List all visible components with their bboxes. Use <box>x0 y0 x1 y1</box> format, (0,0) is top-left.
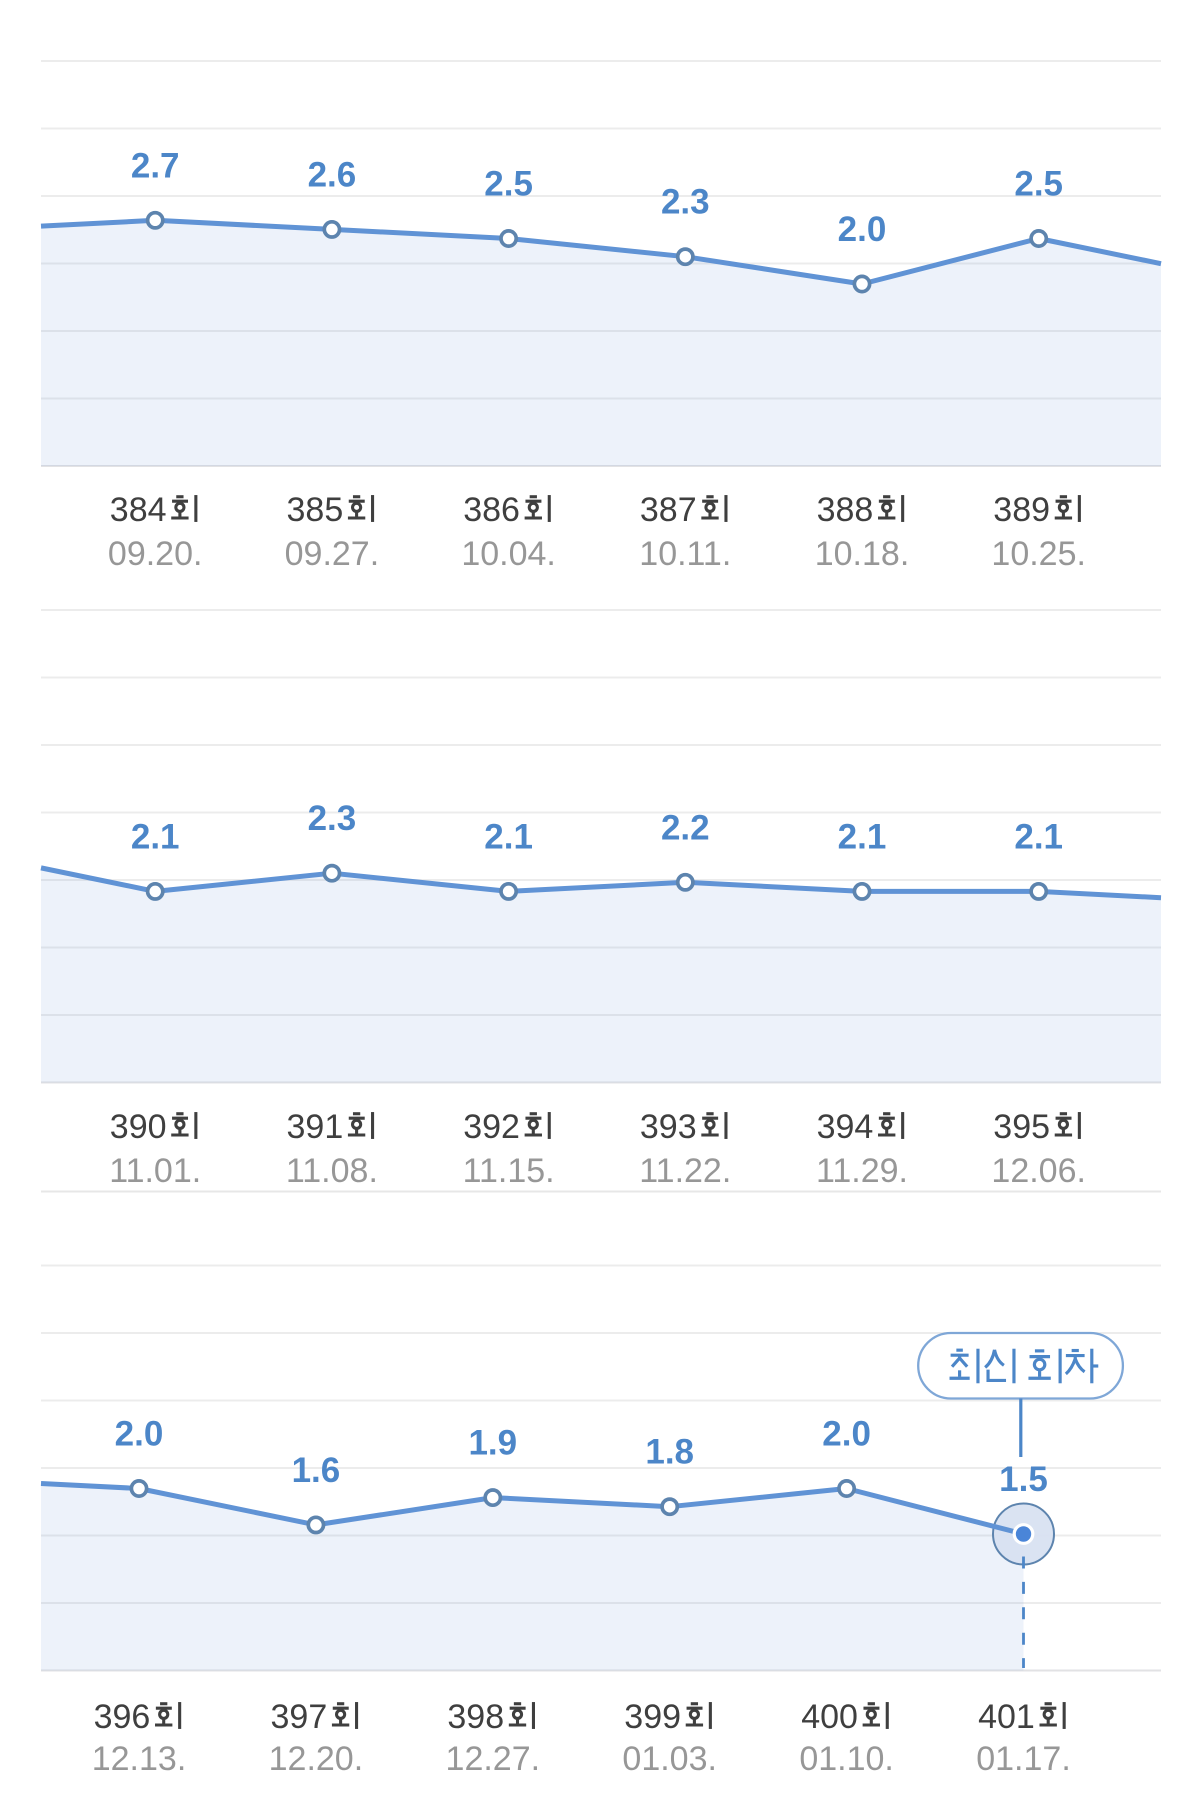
svg-text:09.20.: 09.20. <box>108 535 203 573</box>
svg-text:2.1: 2.1 <box>1014 817 1063 856</box>
svg-text:1.9: 1.9 <box>468 1424 517 1463</box>
svg-text:1.5: 1.5 <box>999 1460 1048 1499</box>
svg-text:399: 399 <box>624 1698 681 1736</box>
svg-text:2.0: 2.0 <box>822 1415 871 1454</box>
svg-text:385: 385 <box>287 491 344 529</box>
svg-text:12.20.: 12.20. <box>269 1740 364 1778</box>
svg-text:11.29.: 11.29. <box>816 1152 908 1190</box>
svg-text:2.3: 2.3 <box>661 183 710 222</box>
svg-text:10.04.: 10.04. <box>461 535 556 573</box>
svg-text:11.22.: 11.22. <box>639 1152 731 1190</box>
svg-text:396: 396 <box>94 1698 151 1736</box>
svg-text:401: 401 <box>978 1698 1035 1736</box>
svg-text:2.1: 2.1 <box>484 817 533 856</box>
svg-text:394: 394 <box>817 1108 874 1146</box>
svg-text:388: 388 <box>817 491 874 529</box>
svg-text:10.25.: 10.25. <box>991 535 1086 573</box>
svg-text:2.1: 2.1 <box>838 817 887 856</box>
svg-text:400: 400 <box>801 1698 858 1736</box>
svg-text:2.7: 2.7 <box>131 146 180 185</box>
svg-text:10.11.: 10.11. <box>639 535 731 573</box>
svg-text:2.5: 2.5 <box>484 165 533 204</box>
svg-text:01.17.: 01.17. <box>976 1740 1071 1778</box>
svg-text:01.03.: 01.03. <box>622 1740 717 1778</box>
svg-text:09.27.: 09.27. <box>285 535 380 573</box>
svg-text:390: 390 <box>110 1108 167 1146</box>
svg-text:2.0: 2.0 <box>115 1415 164 1454</box>
svg-text:12.27.: 12.27. <box>446 1740 541 1778</box>
svg-text:2.3: 2.3 <box>308 799 357 838</box>
svg-text:01.10.: 01.10. <box>799 1740 894 1778</box>
svg-text:1.6: 1.6 <box>292 1451 341 1490</box>
svg-text:11.15.: 11.15. <box>463 1152 555 1190</box>
svg-text:2.0: 2.0 <box>838 210 887 249</box>
svg-text:391: 391 <box>287 1108 344 1146</box>
svg-text:398: 398 <box>447 1698 504 1736</box>
svg-text:12.13.: 12.13. <box>92 1740 187 1778</box>
svg-text:2.2: 2.2 <box>661 808 710 847</box>
svg-text:397: 397 <box>271 1698 328 1736</box>
svg-text:389: 389 <box>993 491 1050 529</box>
svg-text:384: 384 <box>110 491 167 529</box>
svg-text:392: 392 <box>463 1108 520 1146</box>
svg-text:10.18.: 10.18. <box>815 535 910 573</box>
svg-text:12.06.: 12.06. <box>991 1152 1086 1190</box>
svg-text:1.8: 1.8 <box>645 1433 694 1472</box>
svg-text:11.01.: 11.01. <box>109 1152 201 1190</box>
svg-text:11.08.: 11.08. <box>286 1152 378 1190</box>
svg-text:2.1: 2.1 <box>131 817 180 856</box>
svg-text:387: 387 <box>640 491 697 529</box>
svg-text:386: 386 <box>463 491 520 529</box>
svg-text:395: 395 <box>993 1108 1050 1146</box>
svg-text:2.5: 2.5 <box>1014 165 1063 204</box>
svg-text:2.6: 2.6 <box>308 155 357 194</box>
svg-text:393: 393 <box>640 1108 697 1146</box>
